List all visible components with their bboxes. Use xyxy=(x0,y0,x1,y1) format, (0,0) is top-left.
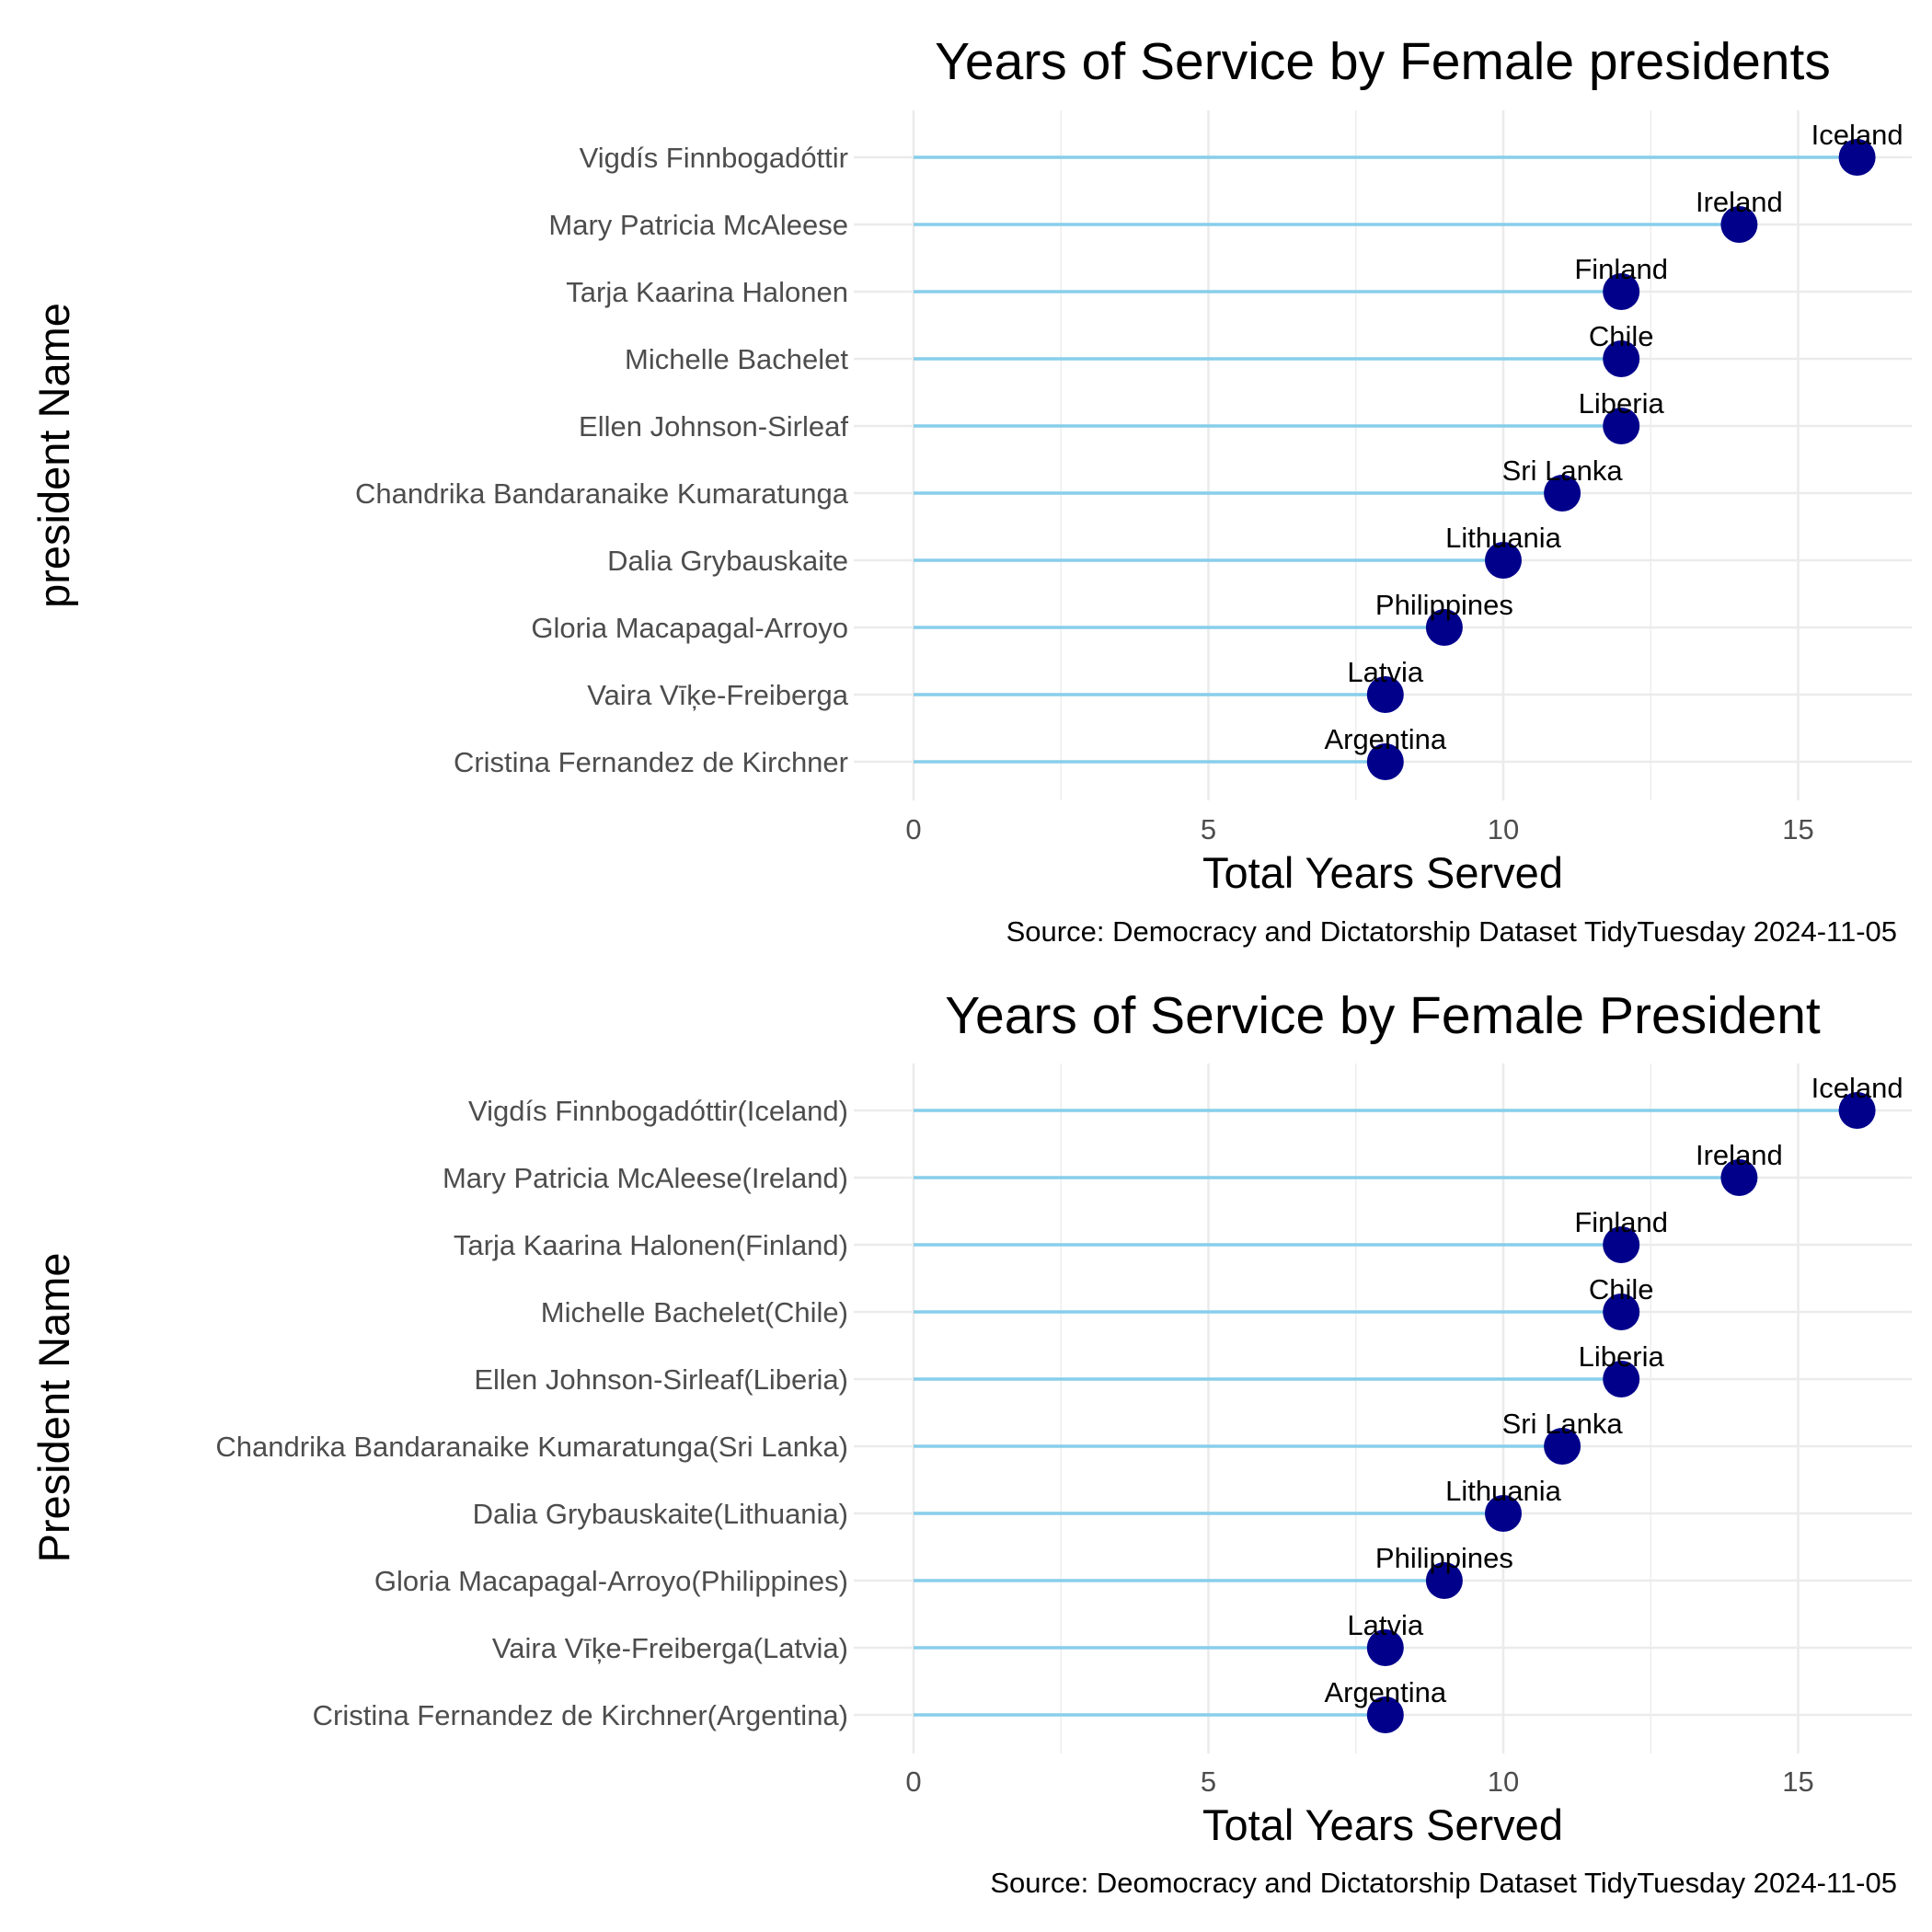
point-labels: Iceland Ireland Finland Chile Liberia Sri Lan… xyxy=(1324,1072,1903,1708)
y-tick-label: Vigdís Finnbogadóttir xyxy=(580,142,848,174)
y-tick-label: Ellen Johnson-Sirleaf(Liberia) xyxy=(474,1363,848,1396)
y-tick-labels: Vigdís Finnbogadóttir Mary Patricia McAle… xyxy=(355,142,849,778)
y-tick-label: Michelle Bachelet xyxy=(625,343,848,375)
lollipop-point xyxy=(1366,1696,1404,1733)
point-label: Latvia xyxy=(1347,656,1423,688)
x-tick-label: 5 xyxy=(1201,1765,1216,1798)
lollipop-point xyxy=(1425,609,1463,646)
chart-panel-2: Years of Service by Female President Ice… xyxy=(29,986,1912,1899)
y-tick-label: Gloria Macapagal-Arroyo(Philippines) xyxy=(374,1565,848,1597)
y-tick-label: Michelle Bachelet(Chile) xyxy=(541,1296,848,1328)
lollipop-point xyxy=(1544,475,1581,512)
chart-caption: Source: Democracy and Dictatorship Datas… xyxy=(1006,915,1897,948)
y-tick-label: Vaira Vīķe-Freiberga xyxy=(587,679,848,711)
lollipop-point xyxy=(1838,1092,1876,1129)
chart-panel-1: Years of Service by Female presidents Ic… xyxy=(29,32,1912,948)
point-label: Iceland xyxy=(1811,1072,1903,1104)
x-tick-label: 10 xyxy=(1488,1765,1519,1798)
x-axis-label: Total Years Served xyxy=(1202,848,1563,897)
lollipop-point xyxy=(1720,1159,1758,1196)
x-tick-label: 5 xyxy=(1201,813,1216,845)
point-label: Liberia xyxy=(1579,1340,1665,1373)
point-label: Lithuania xyxy=(1445,522,1562,554)
x-tick-label: 10 xyxy=(1488,813,1519,845)
lollipop-point xyxy=(1366,743,1404,780)
lollipop-point xyxy=(1603,1361,1640,1397)
y-tick-label: Chandrika Bandaranaike Kumaratunga xyxy=(355,477,849,510)
point-label: Ireland xyxy=(1696,1139,1783,1171)
y-tick-label: Cristina Fernandez de Kirchner(Argentina… xyxy=(313,1699,848,1731)
lollipop-stems xyxy=(914,155,1857,764)
x-tick-label: 15 xyxy=(1782,813,1813,845)
y-tick-label: Mary Patricia McAleese xyxy=(548,209,848,241)
point-label: Finland xyxy=(1574,1206,1668,1238)
lollipop-point xyxy=(1720,206,1758,243)
y-tick-label: Chandrika Bandaranaike Kumaratunga(Sri L… xyxy=(215,1431,848,1463)
point-label: Latvia xyxy=(1347,1609,1423,1641)
x-tick-label: 15 xyxy=(1782,1765,1813,1798)
lollipop-point xyxy=(1603,1294,1640,1330)
lollipop-point xyxy=(1838,139,1876,176)
lollipop-point xyxy=(1366,1629,1404,1666)
lollipop-stems xyxy=(914,1109,1857,1717)
lollipop-points xyxy=(1366,139,1876,780)
point-labels: Iceland Ireland Finland Chile Liberia Sri Lan… xyxy=(1324,119,1903,755)
lollipop-point xyxy=(1366,676,1404,713)
point-label: Philippines xyxy=(1375,589,1513,621)
y-tick-label: Mary Patricia McAleese(Ireland) xyxy=(443,1162,848,1194)
lollipop-point xyxy=(1603,273,1640,310)
point-label: Chile xyxy=(1589,1273,1654,1305)
point-label: Ireland xyxy=(1696,186,1783,218)
y-tick-label: Tarja Kaarina Halonen xyxy=(566,276,848,308)
point-label: Liberia xyxy=(1579,387,1665,420)
chart-title: Years of Service by Female presidents xyxy=(935,32,1831,91)
y-tick-label: Gloria Macapagal-Arroyo xyxy=(531,612,848,644)
x-axis-label: Total Years Served xyxy=(1202,1800,1563,1849)
y-axis-label: president Name xyxy=(29,303,78,608)
point-label: Argentina xyxy=(1324,723,1446,755)
x-tick-labels: 0 5 10 15 xyxy=(905,813,1813,845)
lollipop-point xyxy=(1603,340,1640,377)
y-tick-label: Vaira Vīķe-Freiberga(Latvia) xyxy=(492,1632,848,1664)
point-label: Sri Lanka xyxy=(1502,454,1624,487)
lollipop-point xyxy=(1485,542,1522,579)
point-label: Finland xyxy=(1574,253,1668,285)
y-tick-label: Dalia Grybauskaite(Lithuania) xyxy=(473,1498,848,1530)
point-label: Sri Lanka xyxy=(1502,1408,1624,1440)
lollipop-point xyxy=(1425,1562,1463,1599)
y-tick-label: Tarja Kaarina Halonen(Finland) xyxy=(454,1229,848,1261)
x-tick-labels: 0 5 10 15 xyxy=(905,1765,1813,1798)
point-label: Argentina xyxy=(1324,1676,1446,1708)
x-tick-label: 0 xyxy=(905,1765,921,1798)
lollipop-point xyxy=(1603,1226,1640,1263)
point-label: Lithuania xyxy=(1445,1475,1562,1507)
y-tick-label: Dalia Grybauskaite xyxy=(607,545,848,577)
y-tick-label: Cristina Fernandez de Kirchner xyxy=(454,746,848,778)
y-tick-label: Ellen Johnson-Sirleaf xyxy=(579,410,848,443)
lollipop-points xyxy=(1366,1092,1876,1733)
lollipop-point xyxy=(1603,408,1640,444)
y-tick-labels: Vigdís Finnbogadóttir(Iceland) Mary Patri… xyxy=(215,1095,848,1731)
y-axis-label: President Name xyxy=(29,1253,78,1563)
chart-caption: Source: Deomocracy and Dictatorship Data… xyxy=(990,1867,1897,1899)
y-tick-label: Vigdís Finnbogadóttir(Iceland) xyxy=(468,1095,848,1127)
lollipop-point xyxy=(1485,1495,1522,1532)
point-label: Philippines xyxy=(1375,1542,1513,1574)
chart-title: Years of Service by Female President xyxy=(945,986,1821,1045)
point-label: Chile xyxy=(1589,320,1654,352)
lollipop-point xyxy=(1544,1428,1581,1465)
point-label: Iceland xyxy=(1811,119,1903,151)
x-tick-label: 0 xyxy=(905,813,921,845)
